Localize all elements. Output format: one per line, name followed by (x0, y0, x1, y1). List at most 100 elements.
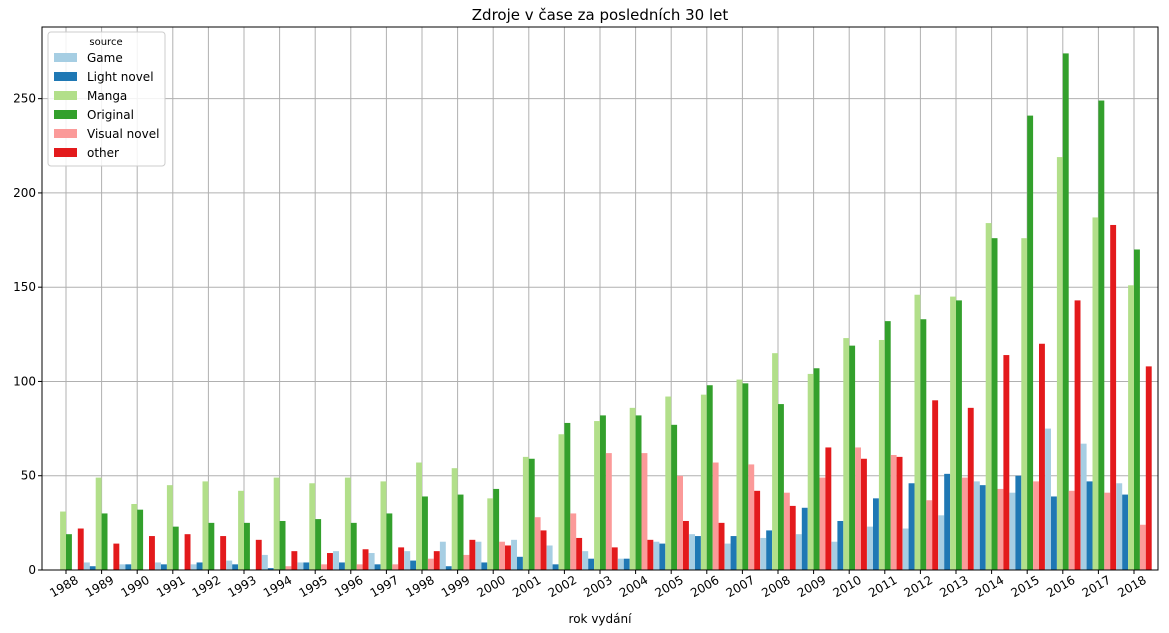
bar-manga (1056, 157, 1063, 570)
x-tick-label: 2012 (902, 573, 935, 600)
bar-light-novel (623, 558, 630, 570)
bar-original (884, 321, 891, 571)
bar-light-novel (517, 556, 523, 570)
x-tick-label: 2001 (510, 573, 543, 600)
bar-light-novel (944, 473, 951, 570)
bar-manga (772, 353, 778, 570)
legend-swatch-game (54, 53, 77, 62)
bar-other (647, 539, 654, 570)
bar-manga (309, 483, 316, 570)
bar-original (706, 385, 713, 570)
bar-visual-novel (499, 541, 505, 570)
bar-manga (878, 339, 885, 570)
bar-visual-novel (570, 513, 577, 570)
bar-original (742, 383, 749, 570)
bar-manga (95, 477, 102, 570)
bar-manga (914, 294, 921, 570)
bar-visual-novel (855, 447, 861, 570)
bar-visual-novel (1068, 490, 1075, 570)
bar-original (956, 300, 962, 570)
bar-game (1009, 492, 1016, 570)
bar-other (1074, 300, 1081, 570)
bar-manga (166, 485, 173, 570)
bar-light-novel (267, 568, 274, 570)
bar-other (825, 447, 832, 570)
bar-other (789, 505, 796, 570)
bars (60, 53, 1152, 571)
bar-other (683, 520, 689, 570)
x-tick-label: 1988 (47, 573, 80, 600)
bar-game (1080, 443, 1087, 570)
bar-manga (665, 396, 672, 570)
bar-other (754, 490, 761, 570)
bar-original (1098, 100, 1105, 570)
x-tick-label: 1995 (296, 573, 329, 600)
bar-original (208, 522, 215, 570)
bar-game (689, 534, 695, 570)
x-tick-label: 2014 (973, 573, 1006, 600)
bar-other (932, 400, 939, 570)
x-tick-label: 2000 (474, 573, 507, 600)
bar-manga (416, 462, 422, 570)
bar-light-novel (730, 536, 737, 570)
bar-light-novel (552, 564, 559, 570)
x-tick-label: 1996 (332, 573, 365, 600)
bar-original (778, 404, 784, 570)
bar-light-novel (588, 558, 595, 570)
x-axis: 1988 1989 1990 1991 1992 1993 1994 1995 1996 1997… (47, 570, 1149, 600)
bar-manga (629, 407, 636, 570)
bar-manga (558, 434, 565, 570)
x-tick-label: 2007 (724, 573, 757, 600)
bar-original (172, 526, 179, 570)
bar-other (113, 543, 120, 570)
y-tick-label: 250 (13, 92, 36, 106)
bar-other (184, 534, 191, 570)
bar-manga (273, 477, 280, 570)
bar-other (1039, 343, 1045, 570)
bar-other (220, 536, 227, 570)
bar-original (457, 494, 464, 570)
bar-manga (1128, 285, 1134, 570)
bar-original (991, 238, 998, 571)
bar-visual-novel (783, 492, 790, 570)
bar-game (1045, 428, 1051, 570)
y-tick-label: 50 (21, 469, 36, 483)
x-tick-label: 1992 (190, 573, 223, 600)
bar-visual-novel (392, 564, 399, 570)
bar-game (368, 553, 375, 570)
bar-original (386, 513, 393, 570)
bar-light-novel (801, 507, 808, 570)
x-tick-label: 1991 (154, 573, 187, 600)
bar-other (398, 547, 405, 571)
legend-swatch-original (54, 110, 77, 119)
bar-manga (985, 223, 992, 570)
bar-light-novel (232, 564, 239, 570)
x-tick-label: 2004 (617, 573, 650, 600)
x-tick-label: 2016 (1044, 573, 1077, 600)
bar-visual-novel (819, 477, 826, 570)
x-tick-label: 2011 (866, 573, 899, 600)
bar-manga (238, 490, 244, 570)
bar-light-novel (125, 564, 132, 570)
bar-original (1062, 53, 1069, 570)
bar-light-novel (695, 536, 701, 570)
x-tick-label: 2005 (652, 573, 685, 600)
legend-label-light-novel: Light novel (87, 70, 154, 84)
bar-manga (344, 477, 351, 570)
bar-visual-novel (961, 477, 968, 570)
bar-manga (487, 498, 494, 570)
legend-title: source (89, 37, 122, 48)
x-tick-label: 2010 (830, 573, 863, 600)
x-tick-label: 1998 (403, 573, 436, 600)
bar-manga (736, 379, 743, 570)
bar-game (297, 562, 304, 570)
bar-original (671, 424, 678, 570)
y-tick-label: 100 (13, 374, 36, 388)
bar-other (1145, 366, 1152, 571)
bar-other (327, 553, 333, 570)
bar-manga (700, 394, 707, 570)
bar-original (528, 458, 535, 570)
bar-light-novel (196, 562, 203, 570)
x-tick-label: 2018 (1115, 573, 1148, 600)
